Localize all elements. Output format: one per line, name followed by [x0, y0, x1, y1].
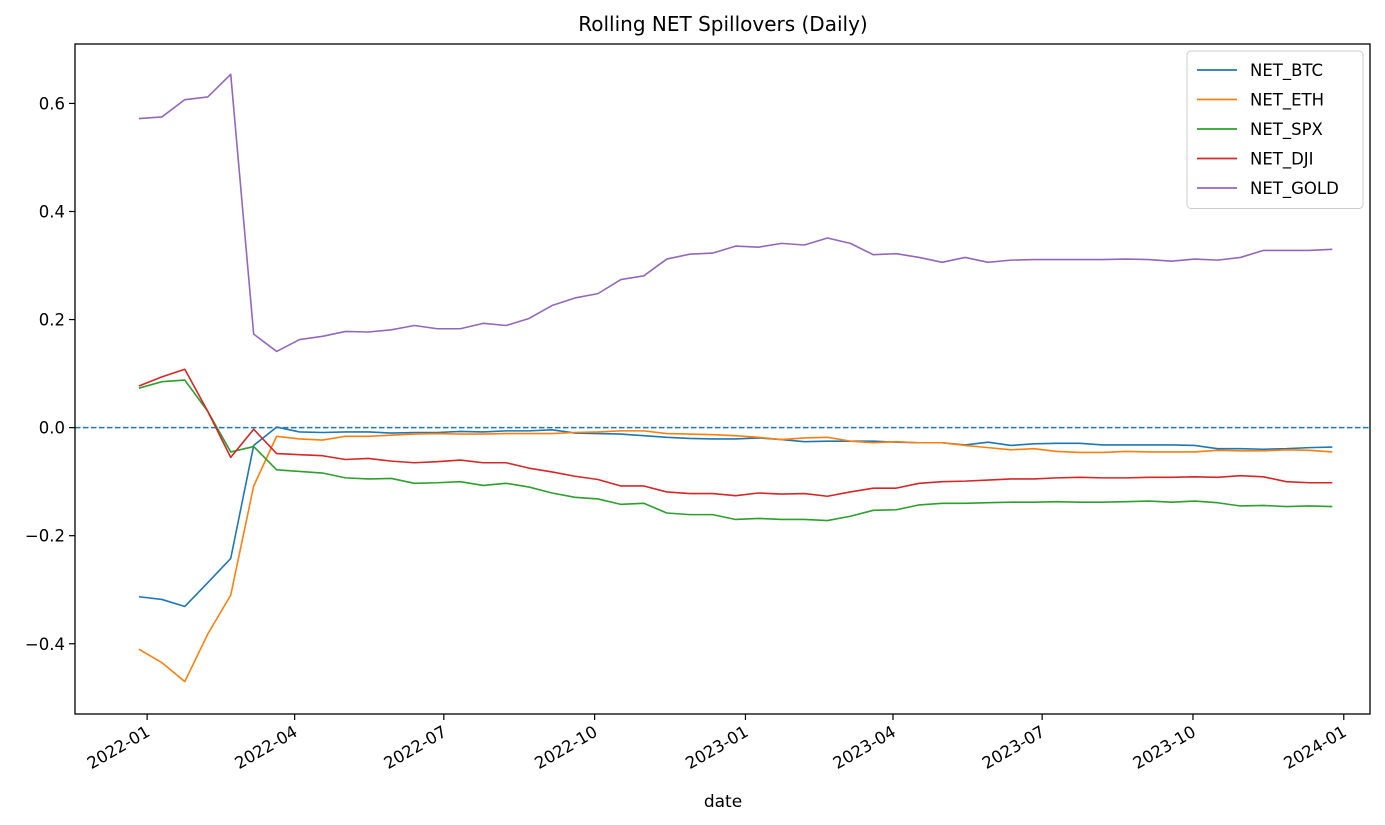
series-line-net-dji — [138, 368, 1333, 498]
legend-label: NET_SPX — [1250, 120, 1323, 140]
y-axis: −0.4 −0.2 0.0 0.2 0.4 0.6 — [25, 94, 75, 654]
x-tick-label: 2023-04 — [830, 722, 899, 773]
chart-title: Rolling NET Spillovers (Daily) — [578, 12, 867, 36]
y-tick-label: 0.4 — [39, 203, 65, 222]
plot-frame — [74, 43, 1371, 715]
series-line-net-btc — [138, 426, 1333, 608]
legend-label: NET_DJI — [1250, 150, 1314, 170]
legend-label: NET_BTC — [1250, 61, 1323, 81]
x-axis-label: date — [704, 792, 742, 812]
x-tick-label: 2022-10 — [531, 722, 600, 773]
x-tick-label: 2022-07 — [381, 722, 450, 773]
series-line-net-gold — [138, 73, 1333, 353]
y-tick-label: 0.2 — [39, 311, 65, 330]
series-line-net-spx — [138, 379, 1333, 522]
y-tick-label: −0.2 — [25, 527, 65, 546]
y-tick-label: 0.0 — [39, 419, 65, 438]
x-tick-label: 2023-01 — [682, 722, 751, 773]
x-tick-label: 2023-07 — [979, 722, 1048, 773]
x-tick-label: 2023-10 — [1130, 722, 1199, 773]
x-tick-label: 2024-01 — [1281, 722, 1350, 773]
series-line-net-eth — [138, 430, 1333, 683]
y-tick-label: 0.6 — [39, 94, 65, 113]
legend-box — [1186, 50, 1364, 209]
legend-label: NET_ETH — [1250, 91, 1324, 111]
plot-area — [75, 73, 1370, 683]
x-tick-label: 2022-01 — [84, 722, 153, 773]
legend: NET_BTC NET_ETH NET_SPX NET_DJI NET_GOLD — [1186, 50, 1364, 209]
legend-label: NET_GOLD — [1250, 179, 1339, 199]
y-tick-label: −0.4 — [25, 635, 65, 654]
x-axis: 2022-01 2022-04 2022-07 2022-10 2023-01 2023-… — [84, 714, 1350, 773]
x-tick-label: 2022-04 — [231, 722, 300, 773]
